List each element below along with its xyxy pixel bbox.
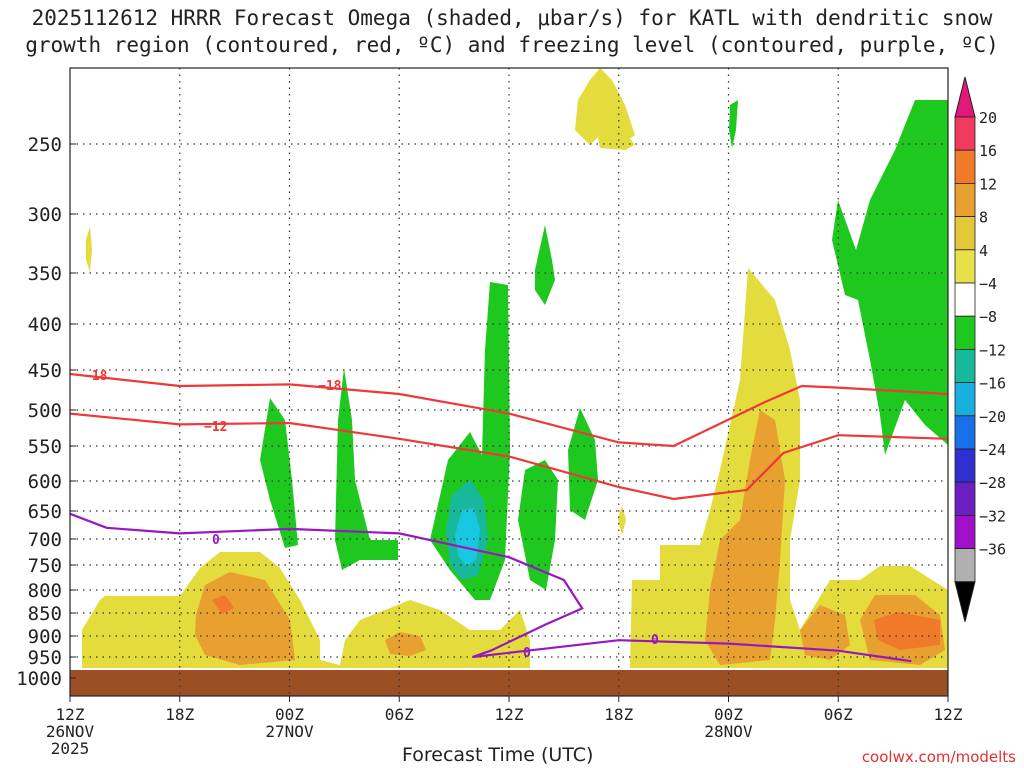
colorbar-swatch xyxy=(954,548,976,583)
omega-green-east-large xyxy=(832,100,948,455)
colorbar-label: 20 xyxy=(979,109,997,127)
colorbar-swatch xyxy=(954,149,976,184)
omega-green-tiny xyxy=(729,100,738,148)
omega-green-column-left xyxy=(260,398,298,548)
y-tick-label: 250 xyxy=(28,134,62,156)
x-tick-label: 18Z xyxy=(604,705,633,724)
omega-cyan-core xyxy=(455,508,480,566)
chart-title-line-1: 2025112612 HRRR Forecast Omega (shaded, … xyxy=(31,6,993,30)
freezing-level-contour xyxy=(70,512,912,663)
chart-title-line-2: growth region (contoured, red, ºC) and f… xyxy=(25,33,999,57)
colorbar-swatch xyxy=(954,448,976,483)
colorbar-label: −36 xyxy=(979,541,1006,559)
y-tick-label: 850 xyxy=(28,603,62,625)
dgz-minus18-contour xyxy=(70,372,948,448)
colorbar-swatch xyxy=(954,249,976,284)
colorbar-label: 16 xyxy=(979,142,997,160)
omega-orange-core-e2 xyxy=(800,605,850,660)
contour-label-minus12: −12 xyxy=(204,420,227,435)
colorbar-swatch xyxy=(954,315,976,350)
omega-orange-core-mid xyxy=(385,632,426,656)
omega-small-yellow-mid xyxy=(618,505,626,535)
omega-orange-core-west xyxy=(195,572,295,665)
colorbar-bottom-cap xyxy=(954,581,976,622)
credit-link[interactable]: coolwx.com/modelts xyxy=(861,748,1016,766)
x-date-label: 26NOV xyxy=(46,722,95,741)
omega-red-spot-east xyxy=(874,612,940,650)
y-tick-label: 700 xyxy=(28,529,62,551)
y-tick-label: 600 xyxy=(28,471,62,493)
y-tick-label: 1000 xyxy=(16,668,62,690)
y-tick-label: 750 xyxy=(28,555,62,577)
colorbar-swatch xyxy=(954,216,976,251)
colorbar-label: −8 xyxy=(979,308,997,326)
grid-layer xyxy=(70,68,948,696)
colorbar-label: −32 xyxy=(979,507,1006,525)
omega-shading: −18 −18 −12 0 0 0 xyxy=(70,68,948,696)
x-date-label: 27NOV xyxy=(265,722,314,741)
x-date-label: 28NOV xyxy=(704,722,753,741)
colorbar-swatch xyxy=(954,116,976,151)
contour-label-freezing-1: 0 xyxy=(212,533,220,548)
omega-low-level-east xyxy=(630,268,948,668)
y-tick-label: 400 xyxy=(28,314,62,336)
y-tick-label: 900 xyxy=(28,626,62,648)
colorbar-swatch xyxy=(954,515,976,550)
colorbar-label: −4 xyxy=(979,275,997,293)
colorbar-swatch xyxy=(954,282,976,317)
colorbar-label: 8 xyxy=(979,209,988,227)
x-tick-label: 12Z xyxy=(56,705,85,724)
omega-green-column-mid xyxy=(335,368,398,570)
x-axis-label: Forecast Time (UTC) xyxy=(402,744,594,766)
colorbar-label: −20 xyxy=(979,408,1006,426)
omega-green-small-r xyxy=(568,408,598,520)
colorbar-swatch xyxy=(954,415,976,450)
colorbar-top-cap xyxy=(954,76,976,118)
colorbar-label: −12 xyxy=(979,341,1006,359)
x-tick-label: 12Z xyxy=(934,705,963,724)
x-tick-label: 00Z xyxy=(275,705,304,724)
colorbar: 20 16 12 8 4 −4 −8 −12 −16 −20 −24 −28 −32 −36 xyxy=(954,76,1006,622)
colorbar-swatch xyxy=(954,182,976,217)
y-tick-label: 300 xyxy=(28,204,62,226)
omega-green-small-upper xyxy=(535,225,555,305)
y-tick-label: 450 xyxy=(28,360,62,382)
x-year-label: 2025 xyxy=(51,739,90,758)
colorbar-label: 4 xyxy=(979,242,988,260)
y-tick-label: 800 xyxy=(28,580,62,602)
omega-orange-core-east xyxy=(705,410,785,665)
colorbar-swatch xyxy=(954,382,976,417)
colorbar-label: 12 xyxy=(979,175,997,193)
contour-label-minus18-mid: −18 xyxy=(318,379,342,394)
x-tick-label: 06Z xyxy=(824,705,853,724)
colorbar-swatch xyxy=(954,481,976,516)
omega-small-yellow-ul xyxy=(86,226,92,272)
contour-label-freezing-2: 0 xyxy=(523,646,531,661)
colorbar-label: −28 xyxy=(979,474,1006,492)
y-tick-label: 550 xyxy=(28,436,62,458)
y-tick-label: 350 xyxy=(28,263,62,285)
x-tick-label: 00Z xyxy=(714,705,743,724)
y-axis: 2503003504004505005506006507007508008509… xyxy=(16,134,76,690)
omega-upper-yellow-1 xyxy=(575,68,635,145)
dgz-minus12-contour xyxy=(70,412,948,501)
colorbar-label: −24 xyxy=(979,441,1006,459)
y-tick-label: 500 xyxy=(28,400,62,422)
y-tick-label: 950 xyxy=(28,647,62,669)
contour-label-freezing-3: 0 xyxy=(651,633,659,648)
omega-green-column-right xyxy=(518,460,558,590)
x-tick-label: 12Z xyxy=(495,705,524,724)
y-tick-label: 650 xyxy=(28,501,62,523)
x-tick-label: 06Z xyxy=(385,705,414,724)
x-tick-label: 18Z xyxy=(165,705,194,724)
omega-red-spot-west xyxy=(212,595,234,614)
omega-upper-yellow-2 xyxy=(595,120,635,150)
contour-label-minus18-left: −18 xyxy=(84,369,108,384)
colorbar-swatch xyxy=(954,348,976,383)
colorbar-label: −16 xyxy=(979,375,1006,393)
ground-surface xyxy=(70,670,948,696)
